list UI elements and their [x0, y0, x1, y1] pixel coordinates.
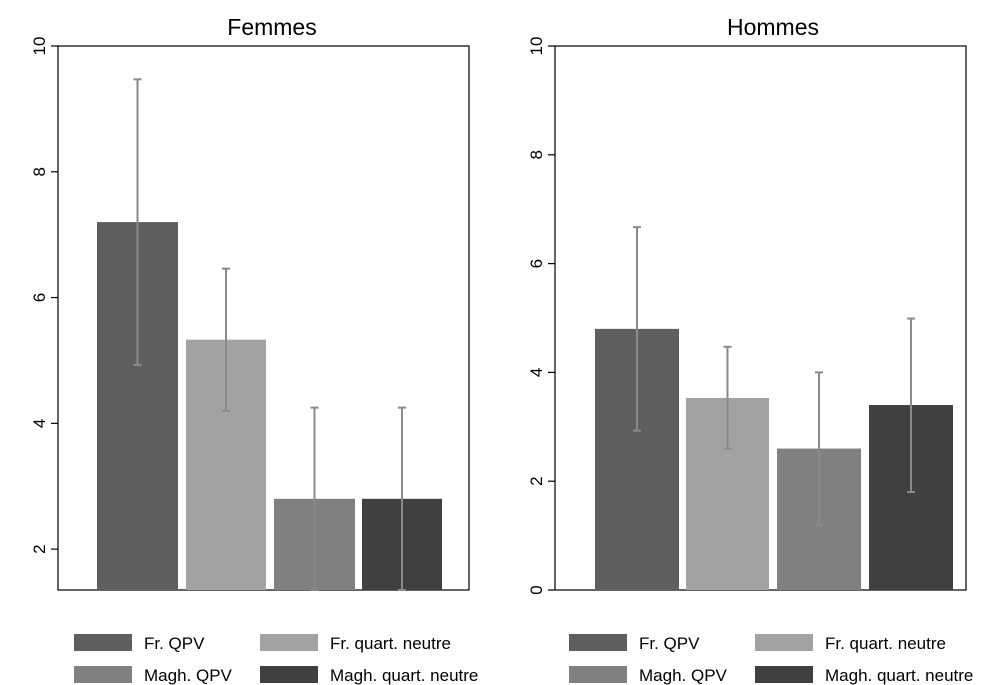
legend-swatch: [569, 634, 627, 651]
y-tick-label: 6: [527, 259, 546, 268]
y-tick-label: 8: [527, 150, 546, 159]
legend-label: Magh. QPV: [144, 666, 233, 685]
legend-label: Fr. QPV: [639, 634, 700, 653]
chart-title: Hommes: [727, 14, 819, 40]
legend-label: Fr. quart. neutre: [330, 634, 451, 653]
y-tick-label: 6: [30, 293, 49, 302]
y-tick-label: 10: [527, 37, 546, 56]
y-tick-label: 2: [527, 476, 546, 485]
y-tick-label: 8: [30, 167, 49, 176]
chart-title: Femmes: [227, 14, 316, 40]
legend-label: Fr. QPV: [144, 634, 205, 653]
legend-swatch: [569, 666, 627, 683]
legend-swatch: [74, 666, 132, 683]
legend-label: Magh. quart. neutre: [825, 666, 973, 685]
y-tick-label: 0: [527, 585, 546, 594]
legend-swatch: [74, 634, 132, 651]
y-tick-label: 2: [30, 544, 49, 553]
legend-swatch: [260, 634, 318, 651]
legend-swatch: [755, 666, 813, 683]
y-tick-label: 4: [527, 368, 546, 377]
legend-label: Magh. quart. neutre: [330, 666, 478, 685]
legend-swatch: [260, 666, 318, 683]
legend-label: Fr. quart. neutre: [825, 634, 946, 653]
legend-label: Magh. QPV: [639, 666, 728, 685]
legend-swatch: [755, 634, 813, 651]
y-tick-label: 4: [30, 419, 49, 428]
y-tick-label: 10: [30, 37, 49, 56]
